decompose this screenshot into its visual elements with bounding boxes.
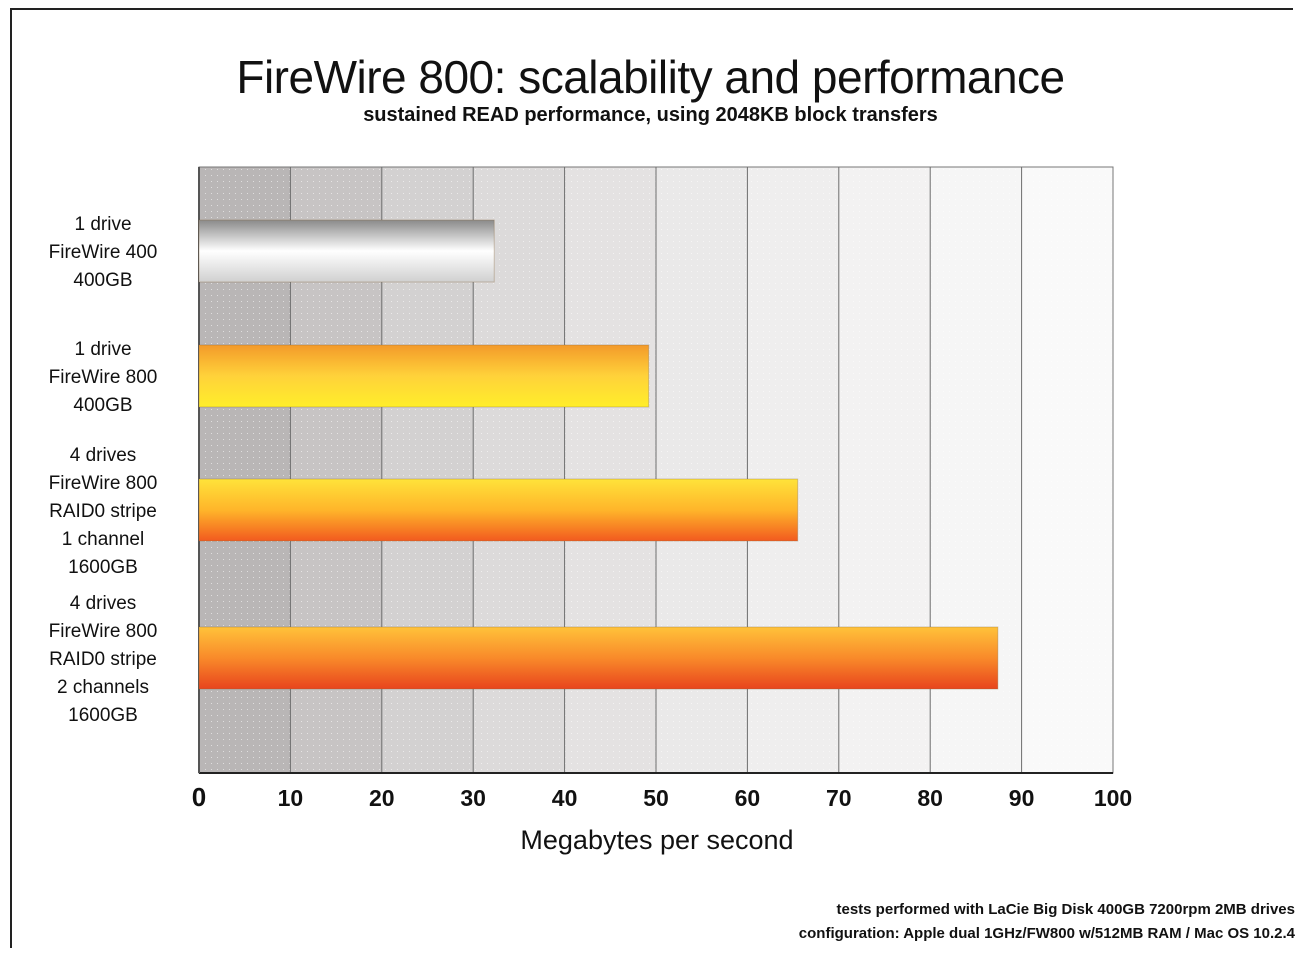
chart-title: FireWire 800: scalability and performanc… <box>236 51 1065 103</box>
y-category-label: 1 drive FireWire 400 400GB <box>49 214 158 291</box>
x-tick-label: 70 <box>826 785 852 811</box>
y-category-label: 1 drive FireWire 800 400GB <box>49 339 158 416</box>
y-category-label: 4 drives FireWire 800 RAID0 stripe 1 channe… <box>49 445 158 578</box>
x-axis-label: Megabytes per second <box>520 825 793 855</box>
y-category-label-line: FireWire 400 <box>49 242 158 263</box>
x-tick-label: 10 <box>278 785 304 811</box>
y-category-labels: 1 drive FireWire 400 400GB 1 drive FireWire … <box>49 214 158 726</box>
y-category-label-line: 1 drive <box>74 214 131 235</box>
x-tick-labels: 0 10 20 30 40 50 60 70 80 90 100 <box>192 782 1132 812</box>
y-category-label-line: 2 channels <box>57 677 149 698</box>
y-category-label-line: 1600GB <box>68 557 138 578</box>
x-tick-label: 40 <box>552 785 578 811</box>
x-tick-label: 20 <box>369 785 395 811</box>
y-category-label-line: 1 drive <box>74 339 131 360</box>
bar <box>198 219 495 283</box>
x-tick-label: 100 <box>1094 785 1132 811</box>
footnote-tests: tests performed with LaCie Big Disk 400G… <box>836 901 1296 918</box>
y-category-label-line: 400GB <box>73 395 132 416</box>
y-category-label-line: FireWire 800 <box>49 473 158 494</box>
y-category-label-line: FireWire 800 <box>49 621 158 642</box>
y-category-label-line: RAID0 stripe <box>49 501 157 522</box>
x-tick-label: 80 <box>917 785 943 811</box>
footnote-configuration: configuration: Apple dual 1GHz/FW800 w/5… <box>798 925 1295 942</box>
y-category-label-line: FireWire 800 <box>49 367 158 388</box>
y-category-label-line: 4 drives <box>70 445 137 466</box>
y-category-label-line: RAID0 stripe <box>49 649 157 670</box>
y-category-label-line: 400GB <box>73 270 132 291</box>
y-category-label-line: 4 drives <box>70 593 137 614</box>
chart-subtitle: sustained READ performance, using 2048KB… <box>363 104 938 126</box>
y-category-label: 4 drives FireWire 800 RAID0 stripe 2 channe… <box>49 593 158 726</box>
bar <box>198 478 799 542</box>
x-tick-label: 30 <box>460 785 486 811</box>
x-tick-label: 60 <box>735 785 761 811</box>
y-category-label-line: 1600GB <box>68 705 138 726</box>
chart-frame <box>10 8 1293 948</box>
bar <box>198 626 999 690</box>
bars <box>198 219 999 690</box>
y-category-label-line: 1 channel <box>62 529 144 550</box>
bar <box>198 344 650 408</box>
x-tick-label: 90 <box>1009 785 1035 811</box>
x-tick-label: 0 <box>192 782 206 812</box>
x-tick-label: 50 <box>643 785 669 811</box>
